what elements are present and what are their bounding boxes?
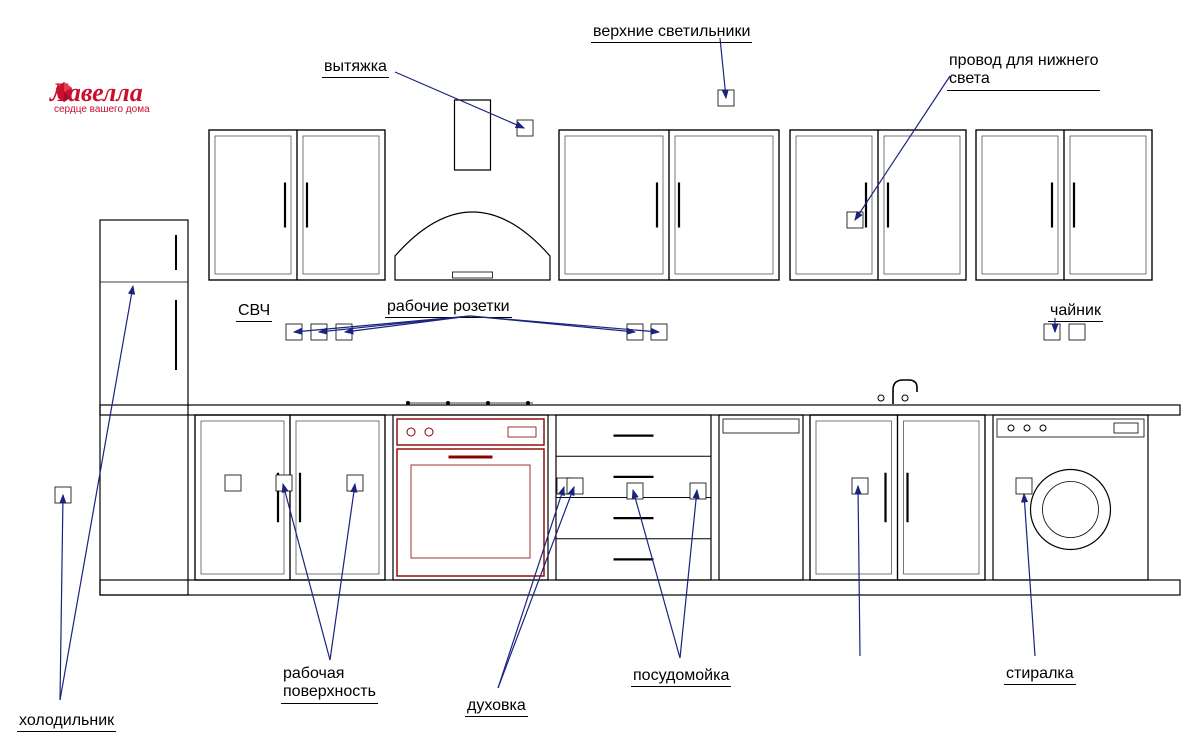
kitchen-diagram: [0, 0, 1200, 742]
